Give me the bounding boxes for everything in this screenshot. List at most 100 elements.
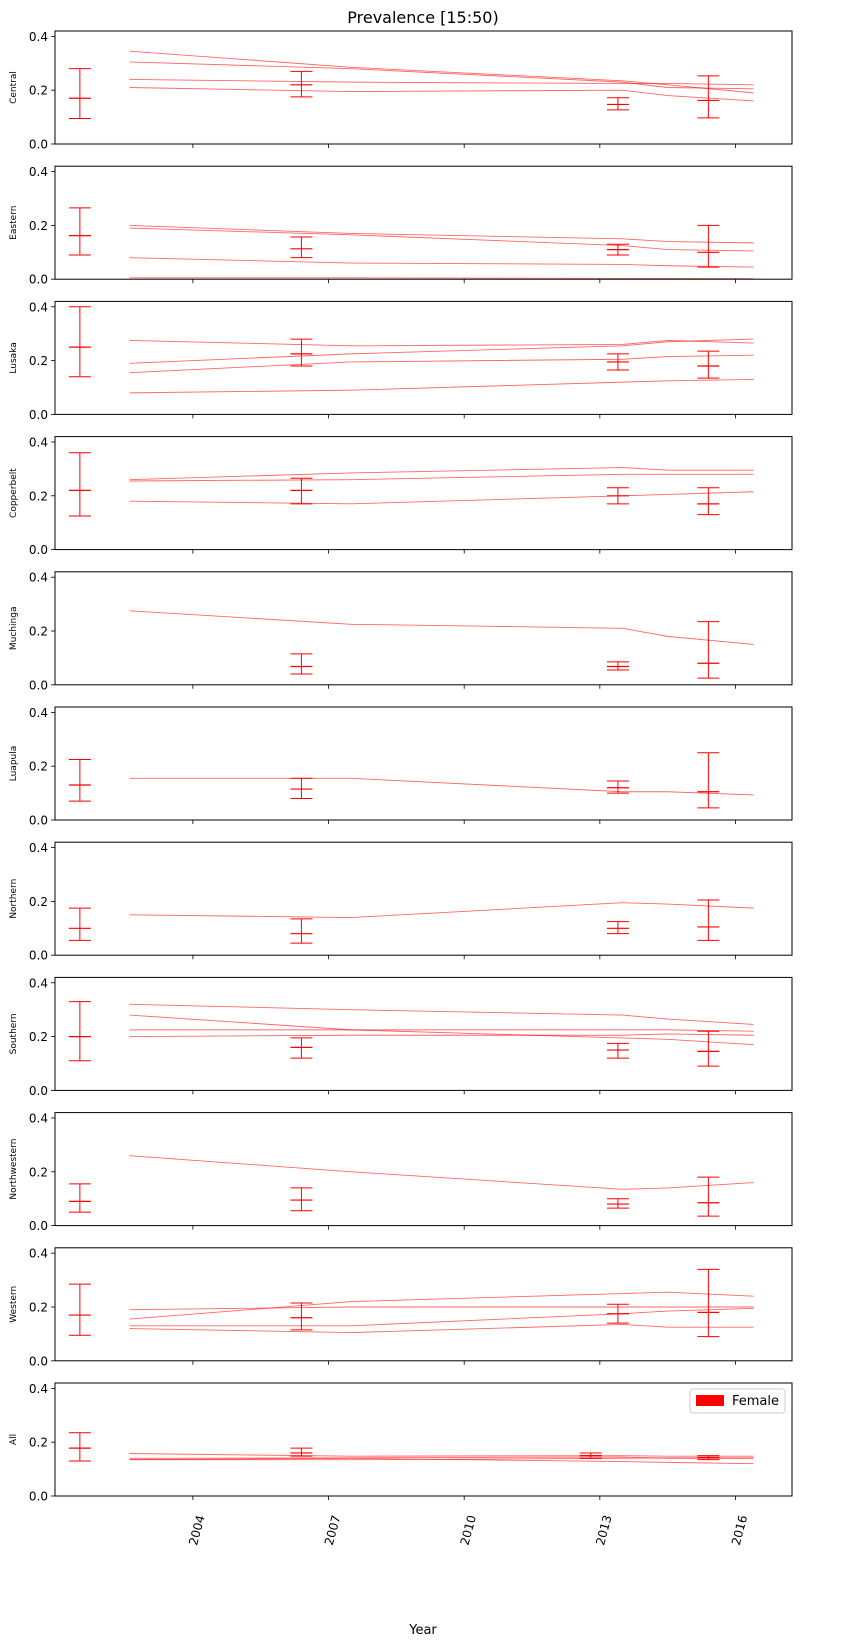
error-bar [290,236,313,259]
axes-frame [54,30,793,145]
error-bar [579,1452,602,1459]
y-tick-label: 0.0 [29,138,48,152]
error-bar [290,1037,313,1059]
y-tick-label: 0.0 [29,678,48,692]
series-line [129,78,754,86]
series-line [129,473,754,482]
error-bar [697,224,720,268]
error-bar [68,758,91,802]
series-line [129,61,754,90]
series-line [129,1003,754,1025]
error-bar [697,1030,720,1067]
error-bar [68,452,91,517]
y-tick-label: 0.4 [29,976,48,990]
error-bar [290,1447,313,1457]
error-bar [606,921,629,935]
y-tick-label: 0.0 [29,1490,48,1504]
axes-frame [54,1247,793,1362]
series-line [129,491,754,505]
series-line [129,257,754,268]
y-axis-label: Luapula [9,746,19,782]
chart-title: Prevalence [15:50) [347,8,498,27]
error-bar [68,907,91,941]
series-line [129,277,754,280]
error-bar [606,97,629,111]
y-axis-label: Southern [9,1013,19,1054]
series-line [129,610,754,645]
panels: 0.00.20.4Central0.00.20.4Eastern0.00.20.… [9,30,793,1547]
panel-all: 0.0 0.2 0.4 2004 2007 2010 2013 2016 All Female [9,1382,793,1547]
series-line [129,1291,754,1320]
x-axis-label: Year [408,1623,437,1638]
axes-frame [54,841,793,956]
y-tick-label: 0.0 [29,1084,48,1098]
y-tick-label: 0.2 [29,1030,48,1044]
error-bar [68,207,91,256]
series-line [129,1456,754,1459]
error-bar [697,752,720,809]
panel-western: 0.0 0.2 0.4 Western [9,1247,793,1368]
error-bar [697,621,720,679]
y-tick-label: 0.0 [29,814,48,828]
series-line [129,338,754,364]
legend: Female [689,1388,786,1414]
series-line [129,339,754,347]
y-tick-label: 0.2 [29,489,48,503]
series-line [129,1457,754,1461]
y-tick-label: 0.2 [29,1300,48,1314]
axes-frame [54,976,793,1091]
series-line [129,87,754,102]
y-tick-label: 0.4 [29,706,48,720]
y-tick-label: 0.0 [29,949,48,963]
error-bar [606,1042,629,1059]
panel-eastern: 0.0 0.2 0.4 Eastern [9,165,793,287]
x-tick-label: 2016 [729,1514,750,1547]
panel-northern: 0.0 0.2 0.4 Northern [9,841,793,963]
panel-central: 0.0 0.2 0.4 Central [9,30,793,152]
error-bar [697,350,720,379]
series-line [129,1014,754,1046]
y-tick-label: 0.2 [29,624,48,638]
series-line [129,777,754,796]
error-bar [606,243,629,256]
series-line [129,1453,754,1457]
series-line [129,1307,754,1327]
error-bar [68,68,91,119]
panel-copperbelt: 0.0 0.2 0.4 Copperbelt [9,435,793,557]
y-axis-label: Copperbelt [9,468,19,518]
error-bar [290,653,313,675]
y-tick-label: 0.4 [29,571,48,585]
axes-frame [54,165,793,280]
error-bar [290,918,313,944]
y-axis-label: Northern [9,879,19,919]
axes-frame [54,436,793,551]
error-bar [606,1303,629,1324]
error-bar [697,1176,720,1217]
y-tick-label: 0.0 [29,1354,48,1368]
error-bar [606,1198,629,1209]
y-tick-label: 0.0 [29,273,48,287]
error-bar [290,1302,313,1331]
series-line [129,354,754,374]
y-tick-label: 0.4 [29,30,48,44]
y-tick-label: 0.4 [29,1111,48,1125]
error-bar [68,1432,91,1462]
series-line [129,1457,754,1465]
series-line [129,1324,754,1334]
error-bar [290,777,313,799]
y-tick-label: 0.2 [29,895,48,909]
panel-luapula: 0.0 0.2 0.4 Luapula [9,706,793,828]
y-tick-label: 0.2 [29,354,48,368]
error-bar [697,899,720,941]
axes-frame [54,1382,793,1497]
y-tick-label: 0.2 [29,84,48,98]
error-bar [697,75,720,119]
y-tick-label: 0.2 [29,1436,48,1450]
x-tick-label: 2004 [186,1514,207,1547]
error-bar [697,487,720,516]
error-bar [606,780,629,794]
y-axis-label: Muchinga [9,607,19,651]
error-bar [68,1283,91,1336]
error-bar [606,353,629,371]
